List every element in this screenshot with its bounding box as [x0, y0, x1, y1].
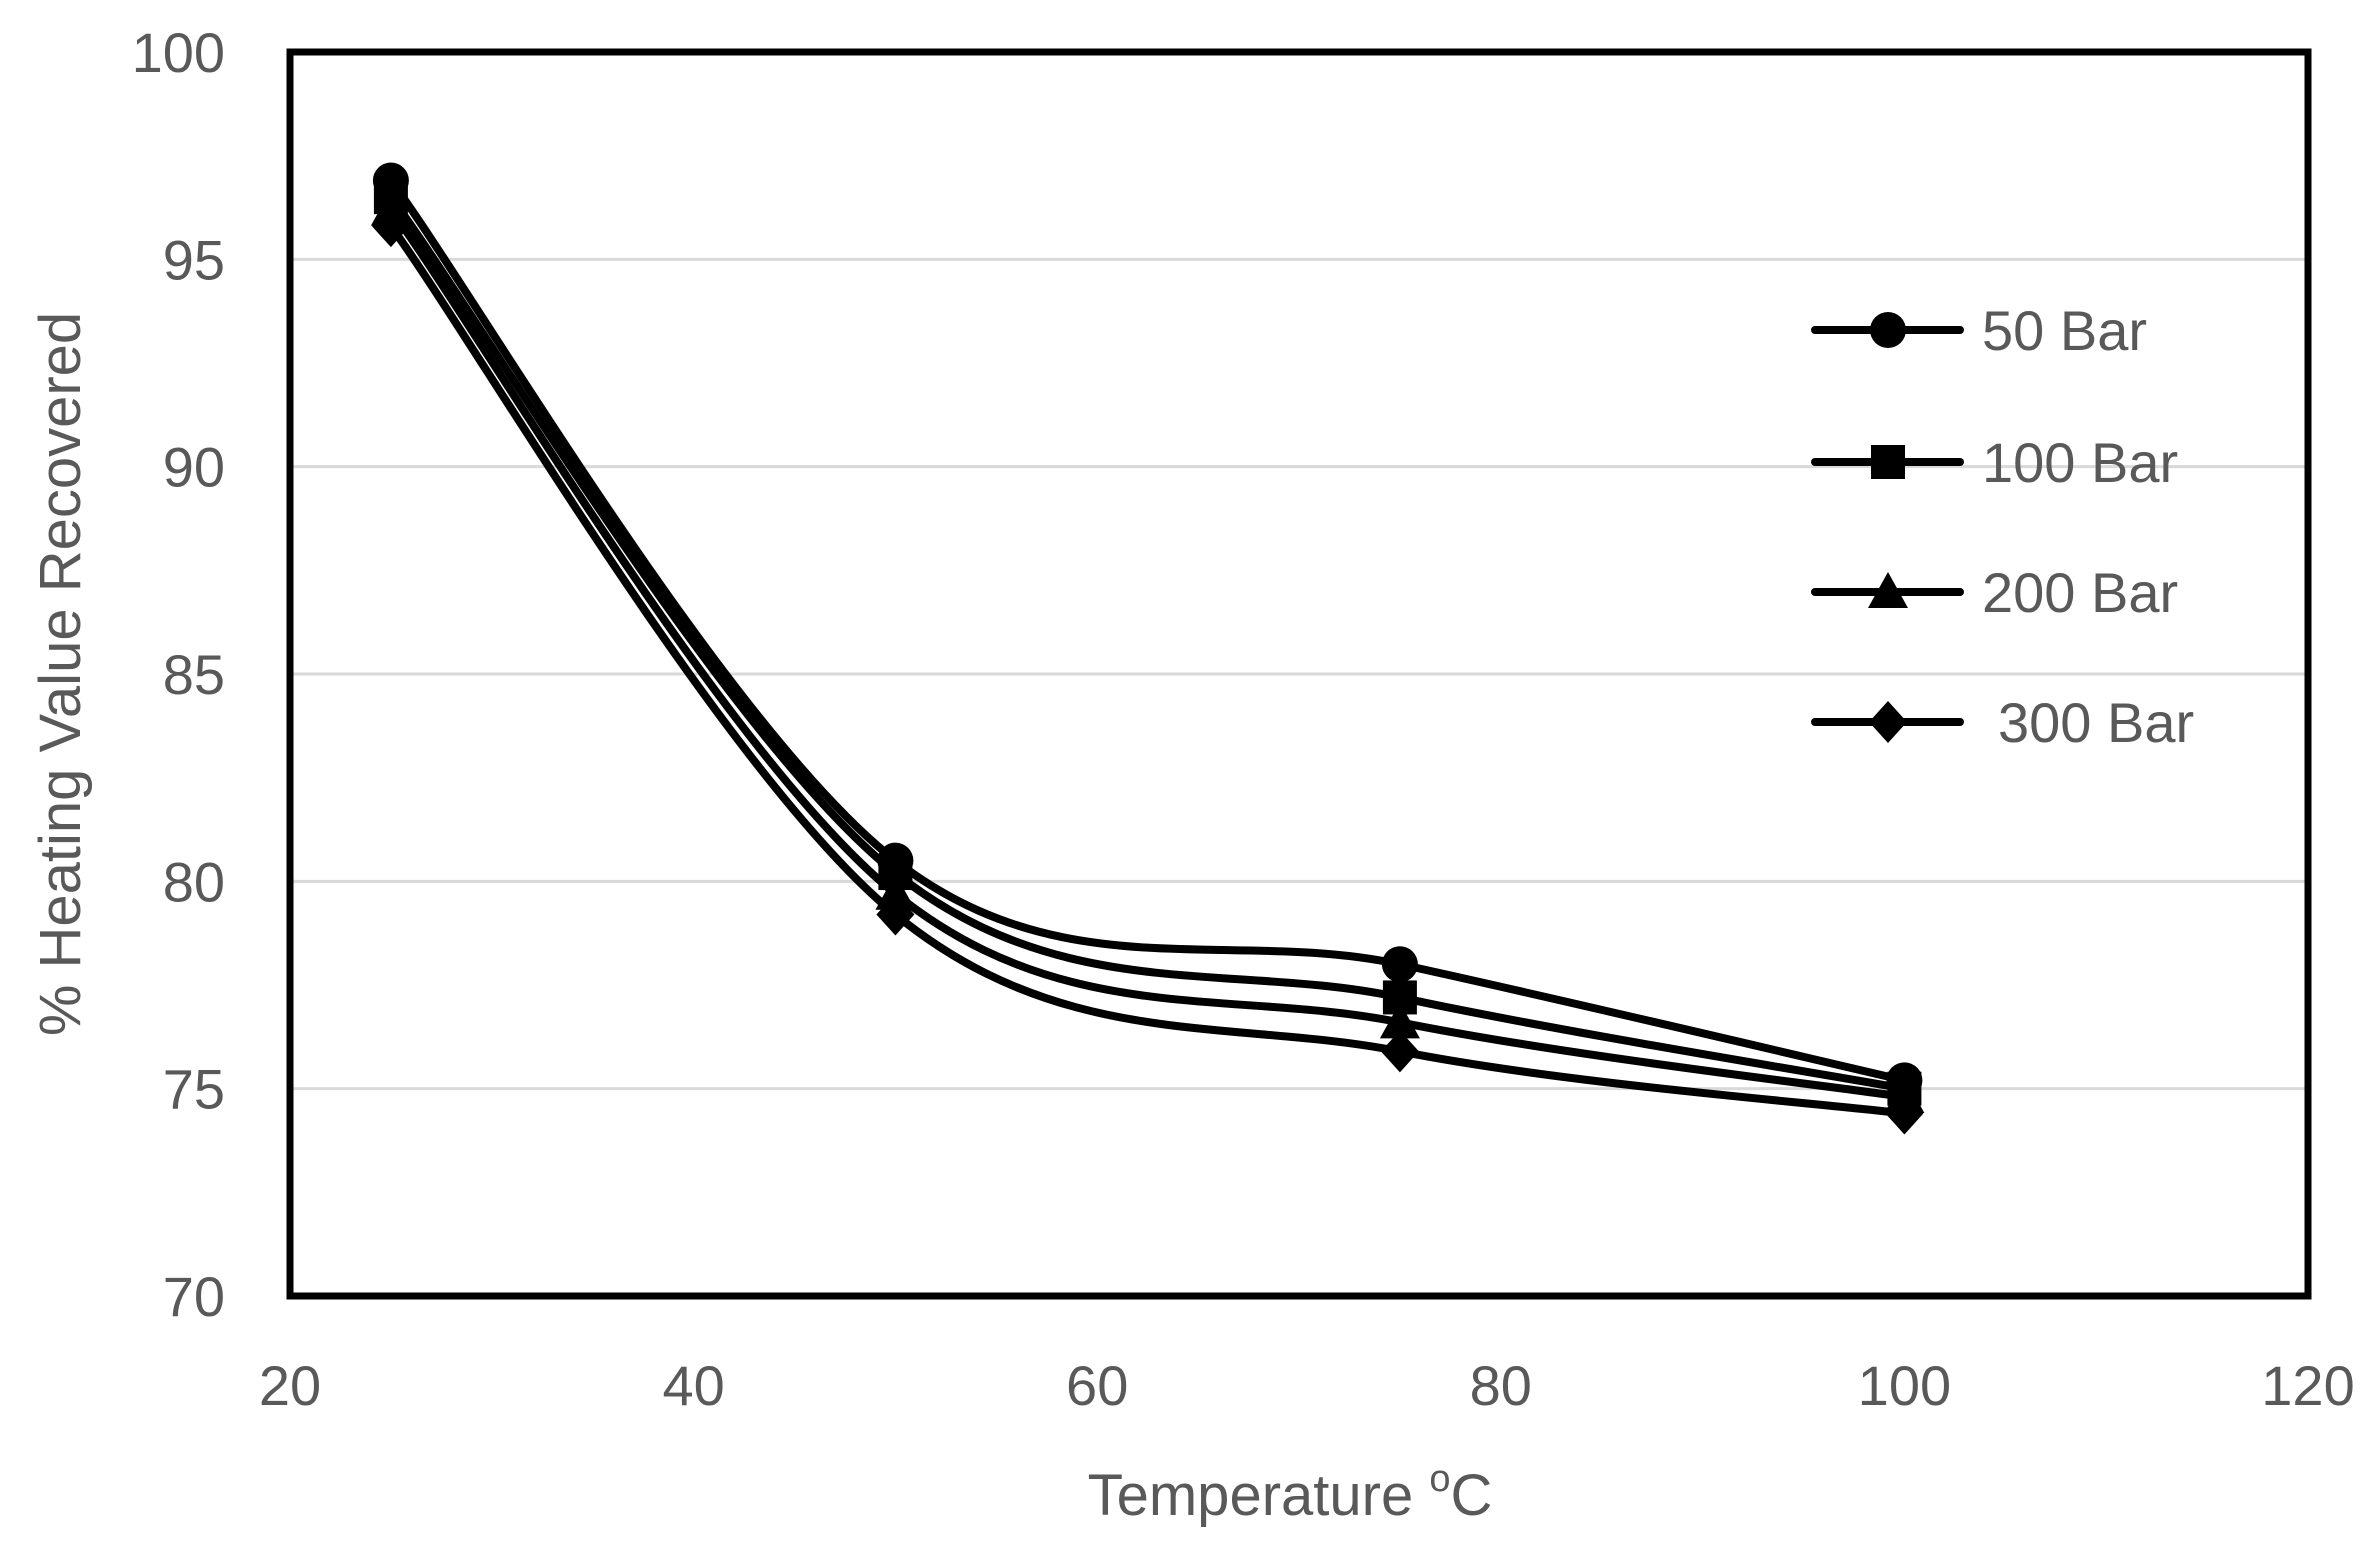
y-tick-label: 85	[163, 643, 225, 706]
y-tick-label: 75	[163, 1058, 225, 1121]
series-layer	[370, 162, 1925, 1135]
series-line	[386, 205, 1909, 1101]
series-50-bar	[372, 162, 1923, 1099]
legend-marker	[1869, 701, 1907, 743]
legend-item: 100 Bar	[1811, 431, 2178, 494]
x-tick-label: 80	[1470, 1354, 1532, 1417]
legend-marker	[1870, 312, 1906, 348]
x-axis-unit: C	[1450, 1463, 1492, 1528]
data-point	[1380, 1030, 1419, 1073]
data-point	[1885, 1092, 1924, 1135]
y-tick-label: 80	[163, 850, 225, 913]
data-point	[371, 205, 410, 248]
x-tick-label: 60	[1066, 1354, 1128, 1417]
plot-area-frame	[286, 48, 2312, 1300]
x-tick-label: 120	[2261, 1354, 2354, 1417]
legend-label: 50 Bar	[1982, 299, 2147, 362]
y-tick-label: 95	[163, 228, 225, 291]
x-axis-title-space	[1413, 1463, 1429, 1528]
y-tick-label: 70	[163, 1265, 225, 1328]
x-axis-title: Temperature oC	[1088, 1458, 1493, 1528]
y-axis-ticks: 70 75 80 85 90 95 100	[132, 21, 225, 1328]
data-point	[1379, 1002, 1420, 1039]
legend: 50 Bar 100 Bar 200 Bar 300 Bar	[1811, 299, 2194, 754]
data-point	[876, 893, 915, 936]
series-line	[386, 176, 1909, 1085]
legend-item: 50 Bar	[1811, 299, 2147, 362]
x-axis-title-text: Temperature	[1088, 1463, 1414, 1528]
y-tick-label: 100	[132, 21, 225, 84]
legend-label: 300 Bar	[1998, 691, 2194, 754]
series-300-bar	[371, 205, 1924, 1135]
legend-marker	[1868, 572, 1908, 608]
x-axis-degree-sup: o	[1429, 1458, 1450, 1500]
legend-label: 200 Bar	[1982, 561, 2178, 624]
series-line	[386, 193, 1909, 1093]
legend-marker	[1871, 445, 1905, 479]
x-axis-ticks: 20 40 60 80 100 120	[259, 1354, 2355, 1417]
y-axis-title: % Heating Value Recovered	[28, 312, 93, 1036]
series-line	[386, 222, 1909, 1118]
x-tick-label: 100	[1858, 1354, 1951, 1417]
legend-item: 200 Bar	[1811, 561, 2178, 624]
gridlines	[290, 257, 2308, 1091]
y-tick-label: 90	[163, 436, 225, 499]
legend-item: 300 Bar	[1811, 691, 2194, 754]
data-point	[1381, 946, 1418, 983]
series-100-bar	[373, 180, 1922, 1106]
x-tick-label: 20	[259, 1354, 321, 1417]
x-tick-label: 40	[662, 1354, 724, 1417]
legend-label: 100 Bar	[1982, 431, 2178, 494]
